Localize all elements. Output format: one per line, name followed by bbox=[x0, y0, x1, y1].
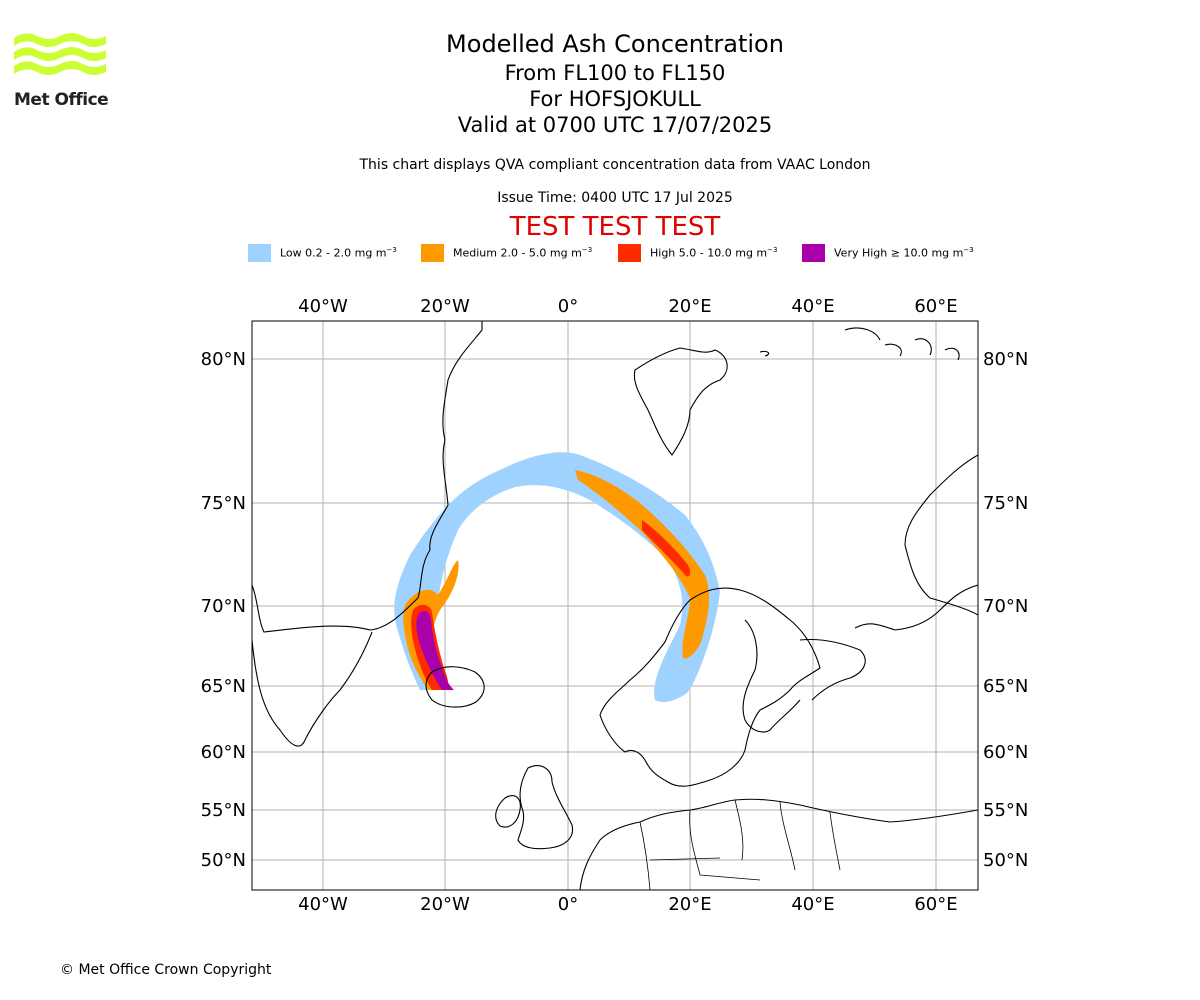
legend-swatch-high bbox=[618, 244, 641, 262]
scandinavia-coast bbox=[599, 587, 821, 787]
lon-labels-bottom: 40°W 20°W 0° 20°E 40°E 60°E bbox=[298, 894, 957, 915]
chart-description: This chart displays QVA compliant concen… bbox=[359, 157, 871, 173]
test-banner: TEST TEST TEST bbox=[509, 212, 721, 242]
lon-label-top-0: 0° bbox=[558, 296, 578, 317]
ash-cloud-very-high bbox=[416, 610, 454, 690]
lat-label-right-70n: 70°N bbox=[983, 596, 1028, 617]
legend-label-medium: Medium 2.0 - 5.0 mg m bbox=[453, 246, 582, 260]
lon-label-top-40w: 40°W bbox=[298, 296, 348, 317]
franz-josef-coast bbox=[759, 327, 960, 361]
issue-time: Issue Time: 0400 UTC 17 Jul 2025 bbox=[497, 190, 733, 206]
lat-label-right-60n: 60°N bbox=[983, 742, 1028, 763]
graticule bbox=[252, 321, 978, 890]
lon-label-top-20w: 20°W bbox=[420, 296, 470, 317]
svalbard-coast bbox=[633, 347, 728, 456]
lon-label-bottom-60e: 60°E bbox=[914, 894, 957, 915]
lat-label-left-65n: 65°N bbox=[201, 676, 246, 697]
met-office-logo: Met Office bbox=[14, 30, 109, 112]
lat-labels-right: 80°N 75°N 70°N 65°N 60°N 55°N 50°N bbox=[983, 349, 1028, 871]
legend-swatch-medium bbox=[421, 244, 444, 262]
lat-label-left-75n: 75°N bbox=[201, 493, 246, 514]
britain-coast bbox=[517, 765, 574, 850]
greenland-coast bbox=[252, 321, 483, 747]
lat-label-right-50n: 50°N bbox=[983, 850, 1028, 871]
legend-label-very-high: Very High ≥ 10.0 mg m bbox=[834, 246, 964, 260]
lon-label-bottom-20e: 20°E bbox=[668, 894, 711, 915]
volcano-name: For HOFSJOKULL bbox=[529, 87, 701, 111]
ash-cloud-low bbox=[394, 452, 720, 702]
flight-levels: From FL100 to FL150 bbox=[504, 61, 726, 85]
lon-labels-top: 40°W 20°W 0° 20°E 40°E 60°E bbox=[298, 296, 957, 317]
lat-label-left-70n: 70°N bbox=[201, 596, 246, 617]
russia-coast bbox=[854, 454, 978, 631]
lon-label-top-60e: 60°E bbox=[914, 296, 957, 317]
lon-label-top-20e: 20°E bbox=[668, 296, 711, 317]
lat-label-left-50n: 50°N bbox=[201, 850, 246, 871]
legend-label-high: High 5.0 - 10.0 mg m bbox=[650, 246, 768, 260]
ash-cloud-high bbox=[411, 520, 691, 690]
page-title: Modelled Ash Concentration bbox=[446, 30, 784, 58]
lat-label-right-80n: 80°N bbox=[983, 349, 1028, 370]
logo-text: Met Office bbox=[14, 90, 109, 110]
lat-label-right-65n: 65°N bbox=[983, 676, 1028, 697]
iceland-coast bbox=[425, 666, 485, 708]
coastlines bbox=[252, 321, 978, 890]
finland-coast bbox=[742, 619, 801, 733]
kola-coast bbox=[799, 638, 866, 701]
lat-label-left-55n: 55°N bbox=[201, 800, 246, 821]
copyright-notice: © Met Office Crown Copyright bbox=[60, 962, 272, 978]
legend-label-low: Low 0.2 - 2.0 mg m bbox=[280, 246, 387, 260]
lat-labels-left: 80°N 75°N 70°N 65°N 60°N 55°N 50°N bbox=[201, 349, 246, 871]
lon-label-bottom-40w: 40°W bbox=[298, 894, 348, 915]
europe-coast bbox=[579, 798, 978, 890]
lon-label-bottom-0: 0° bbox=[558, 894, 578, 915]
chart-titles: Modelled Ash Concentration From FL100 to… bbox=[315, 28, 915, 138]
map-frame bbox=[251, 320, 979, 891]
ireland-coast bbox=[495, 795, 521, 828]
lon-label-bottom-20w: 20°W bbox=[420, 894, 470, 915]
country-borders bbox=[639, 799, 841, 890]
lat-label-left-60n: 60°N bbox=[201, 742, 246, 763]
lat-label-left-80n: 80°N bbox=[201, 349, 246, 370]
valid-time: Valid at 0700 UTC 17/07/2025 bbox=[457, 113, 773, 137]
lon-label-top-40e: 40°E bbox=[791, 296, 834, 317]
lat-label-right-55n: 55°N bbox=[983, 800, 1028, 821]
legend-swatch-low bbox=[248, 244, 271, 262]
lon-label-bottom-40e: 40°E bbox=[791, 894, 834, 915]
lat-label-right-75n: 75°N bbox=[983, 493, 1028, 514]
legend-swatch-very-high bbox=[802, 244, 825, 262]
map-plot-area bbox=[252, 321, 978, 890]
met-office-waves-icon bbox=[14, 33, 106, 75]
